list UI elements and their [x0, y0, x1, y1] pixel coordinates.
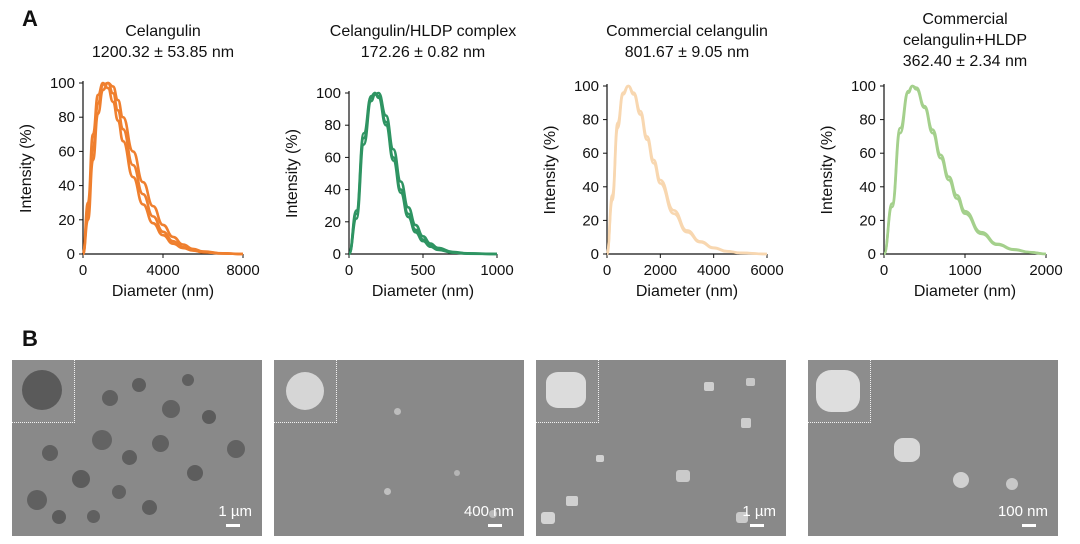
sem-image-complex: 400 nm [274, 360, 524, 536]
x-tick-label: 1000 [948, 262, 981, 279]
series-line [81, 81, 244, 256]
y-tick-label: 60 [58, 143, 75, 160]
y-axis-label: Intensity (%) [284, 129, 301, 218]
y-tick-label: 80 [324, 117, 341, 134]
x-axis-label: Diameter (nm) [914, 283, 1016, 300]
y-tick-label: 20 [582, 212, 599, 229]
x-tick-label: 500 [410, 262, 435, 279]
y-tick-label: 0 [868, 246, 876, 263]
y-axis-label: Intensity (%) [819, 126, 836, 215]
scale-bar-label: 400 nm [463, 503, 514, 520]
x-tick-label: 0 [345, 262, 353, 279]
x-tick-label: 0 [880, 262, 888, 279]
y-tick-label: 60 [324, 149, 341, 166]
scale-bar [226, 524, 240, 527]
series-line [605, 84, 768, 256]
scale-bar [488, 524, 502, 527]
series-line [347, 91, 498, 256]
series-line [882, 84, 1047, 256]
sem-inset [274, 360, 337, 423]
y-tick-label: 0 [333, 246, 341, 263]
y-tick-label: 80 [859, 112, 876, 129]
sem-image-celangulin: 1 µm [12, 360, 262, 536]
y-tick-label: 40 [582, 179, 599, 196]
scale-bar [750, 524, 764, 527]
y-tick-label: 80 [582, 112, 599, 129]
chart-title-line: Celangulin [125, 23, 201, 40]
scale-bar-label: 1 µm [218, 503, 252, 520]
sem-image-commercial-hldp: 100 nm [808, 360, 1058, 536]
chart-title-line: Commercial [922, 11, 1007, 28]
y-tick-label: 100 [851, 78, 876, 95]
y-axis-label: Intensity (%) [18, 124, 35, 213]
series-line [81, 81, 244, 256]
chart-title-line: 362.40 ± 2.34 nm [903, 53, 1027, 70]
chart-title-line: 801.67 ± 9.05 nm [625, 44, 749, 61]
x-tick-label: 0 [603, 262, 611, 279]
panel-b-label: B [22, 326, 38, 351]
chart-title-line: celangulin+HLDP [903, 32, 1027, 49]
series-line [605, 84, 768, 256]
sem-inset [536, 360, 599, 423]
chart-title-line: 172.26 ± 0.82 nm [361, 44, 485, 61]
y-tick-label: 40 [324, 182, 341, 199]
x-tick-label: 1000 [480, 262, 513, 279]
y-tick-label: 0 [591, 246, 599, 263]
scale-bar [1022, 524, 1036, 527]
chart-title-line: Celangulin/HLDP complex [330, 23, 516, 40]
panel-a-label: A [22, 6, 38, 31]
y-tick-label: 100 [316, 85, 341, 102]
scale-bar-label: 1 µm [742, 503, 776, 520]
x-tick-label: 2000 [1029, 262, 1062, 279]
y-tick-label: 80 [58, 109, 75, 126]
x-tick-label: 4000 [146, 262, 179, 279]
y-tick-label: 60 [859, 145, 876, 162]
sem-inset [808, 360, 871, 423]
scale-bar-label: 100 nm [997, 503, 1048, 520]
y-tick-label: 40 [859, 179, 876, 196]
y-tick-label: 20 [324, 214, 341, 231]
y-tick-label: 20 [58, 212, 75, 229]
x-axis-label: Diameter (nm) [372, 283, 474, 300]
sem-inset [12, 360, 75, 423]
series-line [347, 91, 498, 256]
x-tick-label: 8000 [226, 262, 259, 279]
series-line [347, 91, 498, 256]
y-tick-label: 0 [67, 246, 75, 263]
x-tick-label: 6000 [750, 262, 783, 279]
y-axis-label: Intensity (%) [542, 126, 559, 215]
y-tick-label: 100 [50, 75, 75, 92]
y-tick-label: 100 [574, 78, 599, 95]
dls-charts: Celangulin 1200.32 ± 53.85 nm 0 20 40 60 80 100… [18, 11, 1063, 300]
y-tick-label: 20 [859, 212, 876, 229]
x-axis-label: Diameter (nm) [112, 283, 214, 300]
x-tick-label: 2000 [644, 262, 677, 279]
y-tick-label: 60 [582, 145, 599, 162]
x-tick-label: 4000 [697, 262, 730, 279]
sem-image-commercial: 1 µm [536, 360, 786, 536]
x-axis-label: Diameter (nm) [636, 283, 738, 300]
x-tick-label: 0 [79, 262, 87, 279]
chart-title-line: Commercial celangulin [606, 23, 768, 40]
chart-title-line: 1200.32 ± 53.85 nm [92, 44, 234, 61]
series-line [882, 84, 1047, 256]
series-line [81, 81, 244, 256]
y-tick-label: 40 [58, 178, 75, 195]
